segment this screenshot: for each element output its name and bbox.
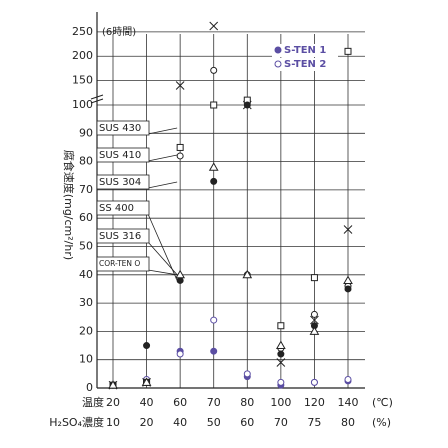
- y-tick-label: 50: [79, 240, 93, 253]
- axis-break: [90, 94, 104, 104]
- x2-tick-label: 75: [307, 416, 321, 429]
- leader-line: [147, 269, 178, 276]
- marker: [310, 310, 318, 318]
- x-unit: (℃): [372, 396, 393, 409]
- y-tick-label: 200: [72, 49, 93, 62]
- x2-tick-label: 80: [341, 416, 355, 429]
- label-box: [96, 200, 150, 216]
- leader-line: [147, 241, 178, 276]
- annotation: (6時間): [102, 26, 136, 38]
- marker: [243, 370, 251, 378]
- x-tick-label: 40: [140, 396, 154, 409]
- series-label: COR-TEN O: [99, 259, 140, 268]
- marker: [210, 66, 218, 74]
- y-tick-label: 100: [72, 98, 93, 111]
- leader-line: [147, 181, 178, 189]
- marker: [108, 380, 118, 389]
- marker: [210, 177, 218, 185]
- marker: [274, 46, 282, 54]
- marker: [309, 326, 320, 335]
- marker: [210, 316, 218, 324]
- label-box: [96, 120, 150, 136]
- label-box: [96, 256, 150, 272]
- marker: [243, 101, 251, 109]
- legend-label: S-TEN 1: [284, 45, 326, 56]
- marker: [209, 21, 219, 31]
- leader-line: [147, 154, 178, 162]
- marker: [344, 376, 352, 384]
- x-tick-label: 120: [304, 396, 325, 409]
- x2-label: H₂SO₄濃度: [49, 415, 104, 429]
- marker: [175, 81, 185, 90]
- marker: [176, 152, 184, 160]
- marker: [343, 275, 353, 284]
- marker: [275, 340, 286, 350]
- label-box: [96, 174, 150, 190]
- x-label: 温度: [82, 395, 104, 409]
- series-label: SUS 316: [99, 231, 141, 242]
- x2-unit: (%): [372, 416, 391, 429]
- y-tick-label: 90: [79, 126, 93, 139]
- marker: [143, 342, 151, 350]
- y-tick-label: 80: [79, 155, 93, 168]
- label-box: [96, 228, 150, 244]
- y-tick-label: 70: [79, 183, 93, 196]
- legend-label: S-TEN 2: [284, 59, 326, 70]
- marker: [310, 315, 319, 325]
- marker: [141, 377, 152, 386]
- marker: [343, 225, 353, 234]
- y-tick-label: 30: [79, 296, 93, 309]
- marker: [274, 60, 282, 68]
- x-tick-label: 100: [270, 396, 291, 409]
- marker: [210, 347, 218, 355]
- marker: [176, 276, 184, 284]
- y-axis-label: 腐食速度(mg/cm²/hr): [62, 150, 76, 260]
- x2-tick-label: 20: [140, 416, 154, 429]
- y-tick-label: 60: [79, 211, 93, 224]
- series-label: SUS 304: [99, 177, 141, 188]
- marker: [277, 378, 285, 386]
- y-tick-label: 250: [72, 25, 93, 38]
- x-tick-label: 60: [173, 396, 187, 409]
- marker: [176, 143, 184, 151]
- legend-bg: [272, 58, 338, 71]
- marker: [344, 285, 352, 293]
- label-box: [96, 147, 150, 163]
- marker: [276, 358, 286, 367]
- marker: [210, 101, 218, 109]
- marker: [310, 274, 318, 282]
- y-tick-label: 20: [79, 324, 93, 337]
- x-tick-label: 80: [240, 396, 254, 409]
- y-tick-label: 10: [79, 353, 93, 366]
- x2-tick-label: 60: [240, 416, 254, 429]
- y-tick-label: 0: [86, 381, 93, 394]
- marker: [208, 162, 219, 171]
- x-tick-label: 20: [106, 396, 120, 409]
- x2-tick-label: 50: [207, 416, 221, 429]
- x-tick-label: 140: [338, 396, 359, 409]
- x2-tick-label: 70: [274, 416, 288, 429]
- marker: [175, 269, 186, 279]
- y-tick-label: 150: [72, 74, 93, 87]
- marker: [277, 350, 285, 358]
- marker: [277, 322, 285, 330]
- x2-tick-label: 40: [173, 416, 187, 429]
- series-label: SUS 430: [99, 123, 141, 134]
- series-label: SS 400: [99, 203, 134, 214]
- y-tick-label: 40: [79, 268, 93, 281]
- legend-bg: [272, 44, 338, 57]
- x-tick-label: 70: [207, 396, 221, 409]
- x2-tick-label: 10: [106, 416, 120, 429]
- marker: [310, 378, 318, 386]
- marker: [176, 350, 184, 358]
- leader-line: [147, 127, 178, 135]
- marker: [344, 47, 352, 55]
- marker: [242, 269, 253, 279]
- series-label: SUS 410: [99, 150, 141, 161]
